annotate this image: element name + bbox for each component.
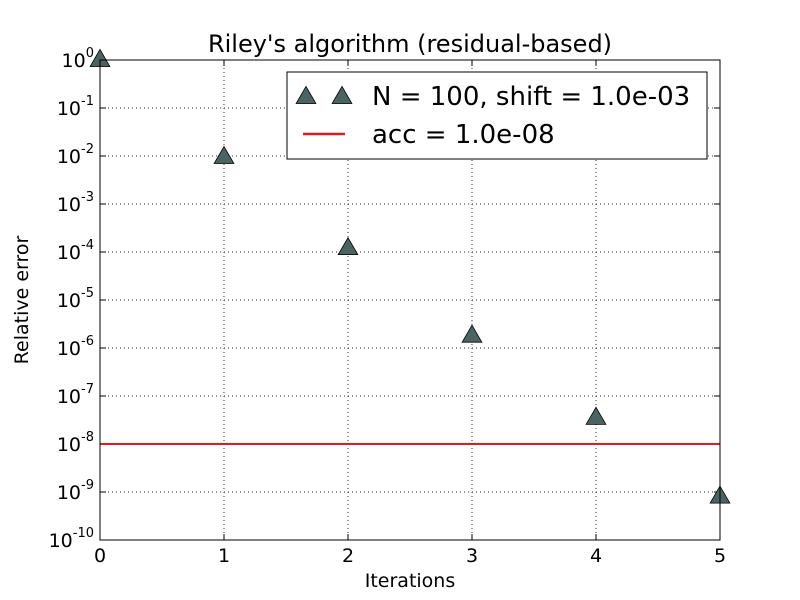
legend-label: acc = 1.0e-08 — [372, 120, 555, 150]
data-point — [337, 236, 359, 256]
x-tick-label: 0 — [94, 545, 106, 567]
plot-frame — [99, 59, 721, 541]
y-tick-label: 10-7 — [57, 382, 94, 408]
series-layer — [89, 48, 731, 504]
y-tick-label: 10-4 — [57, 238, 94, 264]
x-axis-label: Iterations — [365, 570, 456, 592]
legend-box — [286, 71, 708, 160]
legend-marker-swatch — [295, 85, 317, 104]
x-tick-label: 5 — [714, 545, 726, 567]
y-tick-label: 10-6 — [57, 334, 94, 360]
y-tick-label: 10-1 — [57, 94, 94, 120]
legend: N = 100, shift = 1.0e-03 acc = 1.0e-08 — [286, 71, 708, 160]
x-tick-label: 3 — [466, 545, 478, 567]
data-point — [461, 324, 483, 343]
y-tick-label: 10-8 — [57, 430, 94, 456]
y-tick-label: 10-5 — [57, 286, 94, 312]
x-tick-label: 1 — [218, 545, 230, 567]
tick-labels: 0 1 2 3 4 5 100 10-1 10-2 10-3 10-4 10-5 10-6 10-7 10-… — [49, 46, 726, 567]
y-tick-label: 10-2 — [57, 142, 94, 168]
x-tick-label: 2 — [342, 545, 354, 567]
y-axis-label: Relative error — [11, 235, 33, 364]
legend-label: N = 100, shift = 1.0e-03 — [372, 82, 690, 112]
data-point — [585, 406, 607, 425]
chart-title: Riley's algorithm (residual-based) — [208, 30, 612, 58]
y-tick-label: 10-3 — [57, 190, 94, 216]
y-tick-label: 100 — [62, 46, 94, 72]
x-tick-label: 4 — [590, 545, 602, 567]
data-point — [213, 145, 235, 164]
y-tick-label: 10-9 — [57, 478, 94, 504]
y-tick-label: 10-10 — [49, 526, 94, 552]
legend-marker-swatch — [331, 85, 353, 104]
